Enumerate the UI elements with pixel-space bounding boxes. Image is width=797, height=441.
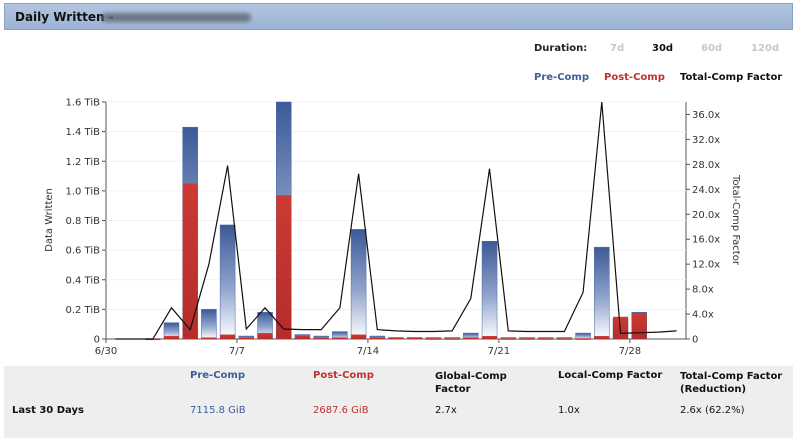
duration-option-30d[interactable]: 30d [652, 43, 674, 54]
post-comp-bar[interactable] [294, 336, 310, 339]
y-tick-label: 0.6 TiB [65, 246, 100, 257]
summary-header-local-comp: Local-Comp Factor [558, 370, 663, 381]
y2-tick-label: 16.0x [692, 235, 720, 246]
duration-option-120d[interactable]: 120d [751, 43, 780, 54]
title-bar: Daily Written - [4, 3, 793, 30]
pre-comp-bar[interactable] [350, 229, 367, 340]
summary-post-comp-value: 2687.6 GiB [313, 405, 369, 416]
summary-header-total-comp: Total-Comp Factor (Reduction) [680, 371, 783, 395]
y-tick-label: 0 [94, 335, 100, 346]
post-comp-bar[interactable] [332, 337, 348, 340]
x-tick-label: 6/30 [95, 346, 117, 357]
summary-header-global-comp: Global-Comp Factor [435, 371, 507, 395]
summary-local-comp-value: 1.0x [558, 405, 580, 416]
duration-option-7d[interactable]: 7d [610, 43, 625, 54]
post-comp-bar[interactable] [276, 195, 292, 339]
post-comp-bar[interactable] [407, 337, 423, 340]
x-tick-label: 7/21 [488, 346, 510, 357]
summary-pre-comp-value: 7115.8 GiB [190, 405, 246, 416]
y2-tick-label: 12.0x [692, 260, 720, 271]
post-comp-bar[interactable] [425, 338, 441, 340]
y-tick-label: 0.8 TiB [65, 216, 100, 227]
duration-label: Duration: [534, 43, 588, 54]
x-tick-label: 7/7 [229, 346, 245, 357]
post-comp-bar[interactable] [201, 337, 217, 340]
summary-panel [4, 366, 793, 438]
post-comp-bar[interactable] [631, 313, 647, 339]
y2-tick-label: 8.0x [692, 285, 714, 296]
post-comp-bar[interactable] [556, 338, 572, 340]
pre-comp-bar[interactable] [201, 309, 217, 340]
y-tick-label: 1.0 TiB [65, 186, 100, 197]
post-comp-bar[interactable] [369, 337, 385, 340]
post-comp-bar[interactable] [482, 336, 498, 339]
y-tick-label: 1.4 TiB [65, 127, 100, 138]
x-tick-label: 7/28 [619, 346, 641, 357]
post-comp-bar[interactable] [444, 338, 460, 340]
post-comp-bar[interactable] [257, 333, 273, 339]
post-comp-bar[interactable] [463, 337, 479, 340]
summary-global-comp-value: 2.7x [435, 405, 457, 416]
y-tick-label: 1.2 TiB [65, 157, 100, 168]
post-comp-bar[interactable] [163, 336, 179, 339]
legend-pre-comp[interactable]: Pre-Comp [534, 72, 589, 83]
post-comp-bar[interactable] [538, 338, 554, 340]
pre-comp-bar[interactable] [594, 246, 610, 340]
post-comp-bar[interactable] [388, 337, 404, 340]
y-axis-title: Data Written [44, 188, 55, 252]
page-title: Daily Written - [15, 10, 114, 24]
redacted-system-name [101, 13, 251, 22]
y2-tick-label: 24.0x [692, 185, 720, 196]
post-comp-bar[interactable] [238, 337, 254, 340]
y2-tick-label: 32.0x [692, 135, 720, 146]
post-comp-bar[interactable] [519, 338, 535, 340]
y-tick-label: 0.4 TiB [65, 275, 100, 286]
pre-comp-bar[interactable] [219, 224, 236, 340]
y2-tick-label: 36.0x [692, 110, 720, 121]
y-tick-label: 0.2 TiB [65, 305, 100, 316]
legend-post-comp[interactable]: Post-Comp [604, 72, 665, 83]
y2-axis-title: Total-Comp Factor [730, 174, 741, 266]
summary-header-post-comp: Post-Comp [313, 370, 374, 381]
pre-comp-bar[interactable] [481, 240, 498, 340]
duration-option-60d[interactable]: 60d [701, 43, 723, 54]
post-comp-bar[interactable] [182, 183, 198, 339]
y2-tick-label: 28.0x [692, 160, 720, 171]
x-tick-label: 7/14 [357, 346, 379, 357]
y2-tick-label: 20.0x [692, 210, 720, 221]
post-comp-bar[interactable] [594, 336, 610, 339]
post-comp-bar[interactable] [313, 337, 329, 340]
post-comp-bar[interactable] [575, 338, 591, 340]
y2-tick-label: 0 [692, 335, 698, 346]
summary-total-comp-value: 2.6x (62.2%) [680, 405, 745, 416]
total-comp-factor-line [115, 101, 677, 340]
pre-comp-bar[interactable] [575, 332, 591, 340]
summary-row-label: Last 30 Days [12, 405, 84, 416]
y-tick-label: 1.6 TiB [65, 98, 100, 109]
summary-header-pre-comp: Pre-Comp [190, 370, 245, 381]
legend-total-comp-factor[interactable]: Total-Comp Factor [680, 72, 783, 83]
y2-tick-label: 4.0x [692, 310, 714, 321]
post-comp-bar[interactable] [500, 338, 516, 340]
post-comp-bar[interactable] [220, 334, 236, 339]
post-comp-bar[interactable] [351, 334, 367, 339]
